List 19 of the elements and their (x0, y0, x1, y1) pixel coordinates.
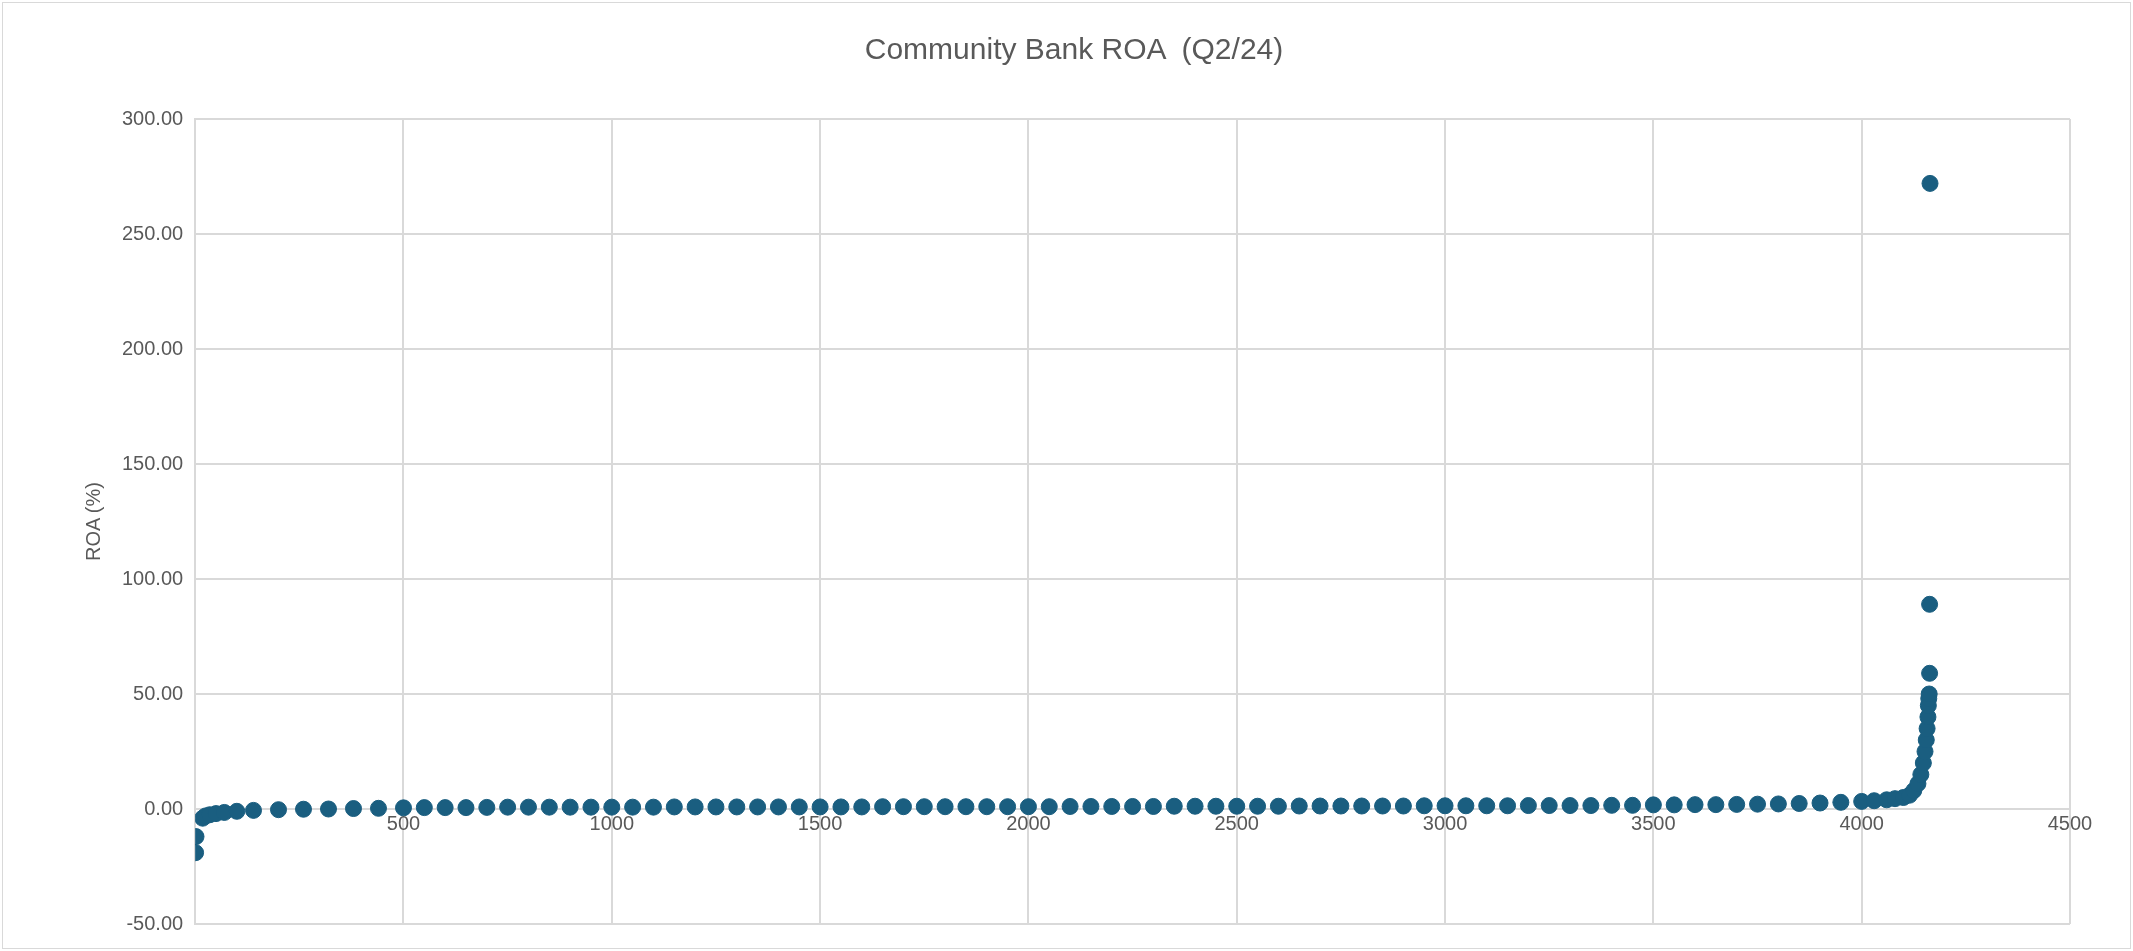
x-tick-label: 3500 (1631, 811, 1676, 834)
x-tick-label: 1500 (797, 811, 843, 834)
y-tick-label: 0.00 (144, 796, 184, 819)
y-axis-title: ROA (%) (81, 482, 104, 561)
x-tick-label: 2500 (1214, 811, 1259, 834)
x-tick-label: 4000 (1839, 811, 1884, 834)
y-tick-label: 250.00 (122, 221, 184, 244)
x-tick-label: 2000 (1006, 811, 1051, 834)
x-tick-label: 1000 (589, 811, 635, 834)
y-tick-label: 300.00 (122, 106, 184, 129)
y-tick-label: 200.00 (122, 336, 184, 359)
x-tick-label: 4500 (2047, 811, 2093, 834)
y-tick-label: 100.00 (122, 566, 184, 589)
chart-title: Community Bank ROA (Q2/24) (864, 32, 1284, 66)
x-tick-label: 500 (386, 811, 421, 834)
y-tick-label: -50.00 (126, 911, 184, 934)
x-tick-label: 3000 (1422, 811, 1468, 834)
y-tick-label: 150.00 (122, 451, 184, 474)
y-tick-label: 50.00 (133, 681, 184, 704)
